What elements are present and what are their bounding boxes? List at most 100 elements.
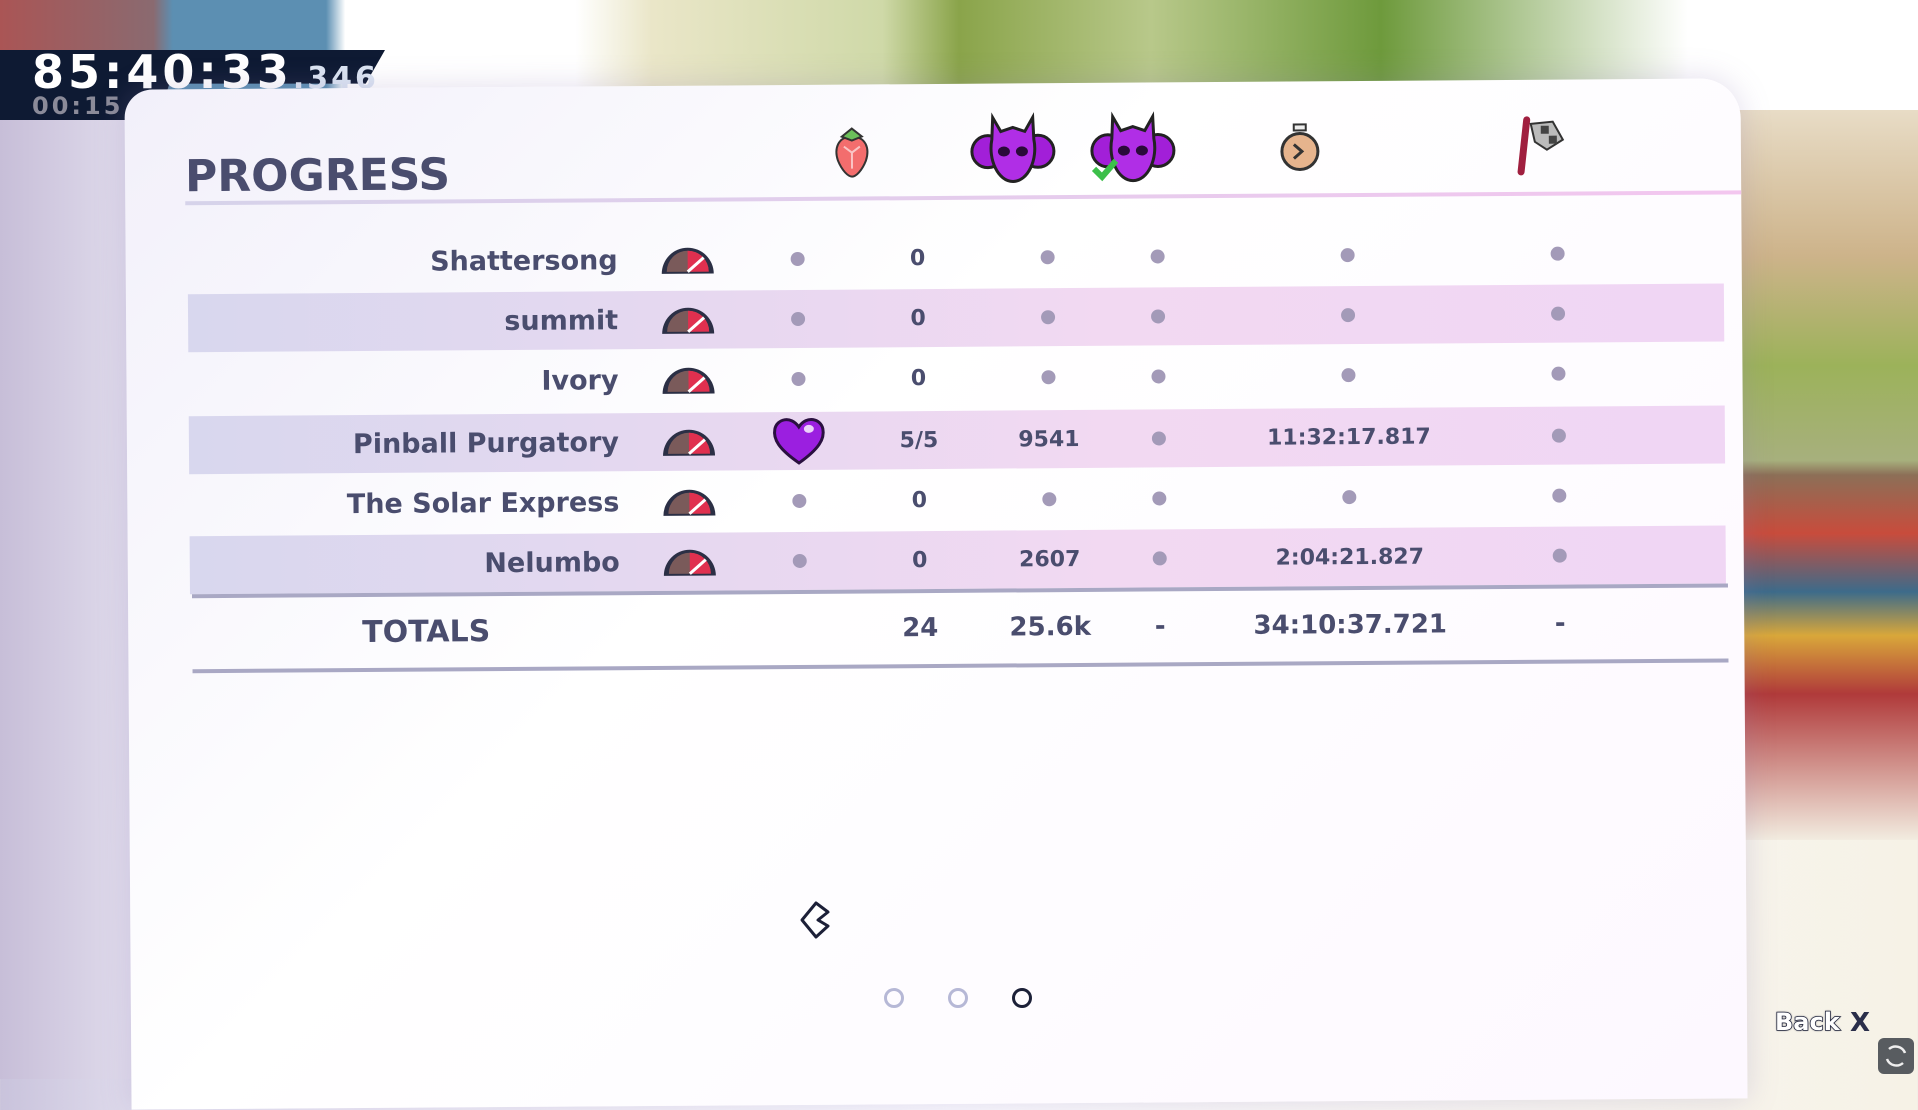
cell-deaths: 2607 xyxy=(1019,546,1081,572)
cell-strawberries: 0 xyxy=(910,305,926,331)
empty-dot xyxy=(1041,310,1056,325)
cell-strawberries: 0 xyxy=(912,547,928,573)
page-title: PROGRESS xyxy=(184,149,451,203)
cell-time xyxy=(1247,225,1447,284)
difficulty-gauge-icon xyxy=(649,412,729,471)
empty-dot xyxy=(1151,431,1166,446)
deathless-skull-check-icon xyxy=(1088,111,1178,183)
empty-dot xyxy=(1341,368,1356,383)
empty-dot xyxy=(1152,551,1167,566)
cell-time xyxy=(1248,285,1448,344)
cell-flag xyxy=(1528,344,1588,402)
difficulty-gauge-icon xyxy=(648,350,728,409)
chapter-name: Nelumbo xyxy=(484,546,620,579)
totals-deaths: 25.6k xyxy=(1009,611,1092,643)
chapter-name: Shattersong xyxy=(430,244,618,278)
chapter-name: The Solar Express xyxy=(346,486,620,520)
empty-dot xyxy=(1551,306,1566,321)
difficulty-gauge-icon xyxy=(649,472,729,531)
cell-deathless xyxy=(1127,227,1187,285)
cell-deaths xyxy=(987,228,1107,287)
cell-time: 11:32:17.817 xyxy=(1266,424,1431,451)
prev-page-button[interactable] xyxy=(798,900,832,940)
empty-dot xyxy=(1340,248,1355,263)
cell-time xyxy=(1249,467,1449,526)
chapter-name: Ivory xyxy=(541,364,619,397)
empty-dot xyxy=(1042,492,1057,507)
table-row[interactable]: Pinball Purgatory 5/5 9541 11:32:17.817 xyxy=(188,405,1726,475)
cell-strawberries: 5/5 xyxy=(899,427,939,453)
empty-dot xyxy=(1040,250,1055,265)
page-indicator xyxy=(884,988,1032,1008)
totals-bottom-divider xyxy=(192,658,1729,674)
cell-strawberries: 0 xyxy=(911,487,928,513)
table-row[interactable]: Shattersong 0 xyxy=(187,223,1723,292)
cell-time xyxy=(1248,345,1448,404)
cell-flag xyxy=(1530,526,1590,584)
empty-dot xyxy=(1551,428,1566,443)
table-row[interactable]: Nelumbo 0 2607 2:04:21.827 xyxy=(189,525,1726,595)
table-row[interactable]: Ivory 0 xyxy=(188,343,1724,412)
totals-label: TOTALS xyxy=(362,613,491,650)
cell-time: 2:04:21.827 xyxy=(1275,544,1425,571)
cell-deathless xyxy=(1128,347,1188,405)
empty-dot xyxy=(1551,366,1566,381)
heart-slot xyxy=(757,230,837,289)
cell-deathless xyxy=(1129,469,1189,527)
empty-dot xyxy=(1341,308,1356,323)
table-row[interactable]: summit 0 xyxy=(187,283,1725,353)
cell-deathless xyxy=(1128,287,1188,345)
rotate-icon xyxy=(1878,1038,1914,1074)
heart-icon xyxy=(759,412,839,471)
cell-deaths: 9541 xyxy=(1018,426,1080,452)
strawberry-icon xyxy=(822,120,882,180)
page-dot-3[interactable] xyxy=(1012,988,1032,1008)
cell-deaths xyxy=(988,348,1108,407)
heart-slot xyxy=(758,290,838,349)
empty-dot xyxy=(1041,370,1056,385)
progress-panel: PROGRESS Shattersong 0 summit 0 Ivory 0 Pinbal… xyxy=(124,78,1748,1110)
difficulty-gauge-icon xyxy=(650,532,730,591)
totals-deathless: - xyxy=(1154,611,1166,642)
cell-flag xyxy=(1529,406,1589,464)
totals-time: 34:10:37.721 xyxy=(1253,609,1448,641)
empty-dot xyxy=(1552,488,1567,503)
chapter-timer: 00:15 xyxy=(32,92,124,120)
empty-dot xyxy=(1151,369,1166,384)
empty-dot xyxy=(792,493,807,509)
cell-flag xyxy=(1529,466,1589,524)
difficulty-gauge-icon xyxy=(648,290,728,349)
cell-flag xyxy=(1527,224,1587,282)
empty-dot xyxy=(790,251,805,267)
chapter-name: Pinball Purgatory xyxy=(352,426,620,460)
empty-dot xyxy=(792,553,807,568)
cell-deathless xyxy=(1129,409,1189,467)
cell-flag xyxy=(1528,284,1588,342)
cell-strawberries: 0 xyxy=(910,365,927,391)
cell-deaths xyxy=(988,288,1108,347)
background-scenery-right xyxy=(1738,110,1918,840)
stopwatch-icon xyxy=(1270,117,1330,177)
cell-strawberries: 0 xyxy=(909,245,926,271)
checkered-flag-icon xyxy=(1510,116,1570,176)
deaths-skull-icon xyxy=(968,112,1058,183)
difficulty-gauge-icon xyxy=(647,230,727,289)
cell-deathless xyxy=(1130,529,1190,587)
cell-deaths xyxy=(989,470,1109,529)
page-dot-2[interactable] xyxy=(948,988,968,1008)
empty-dot xyxy=(1342,490,1357,505)
back-button[interactable]: Back xyxy=(1774,1007,1840,1037)
empty-dot xyxy=(1152,491,1167,506)
empty-dot xyxy=(1550,246,1565,261)
page-dot-1[interactable] xyxy=(884,988,904,1008)
empty-dot xyxy=(1150,249,1165,264)
empty-dot xyxy=(1552,548,1567,563)
empty-dot xyxy=(791,371,806,387)
empty-dot xyxy=(791,311,806,327)
totals-row: TOTALS 24 25.6k - 34:10:37.721 - xyxy=(190,593,1726,662)
totals-flag: - xyxy=(1554,608,1566,639)
table-row[interactable]: The Solar Express 0 xyxy=(189,465,1725,534)
empty-dot xyxy=(1151,309,1166,324)
heart-slot xyxy=(760,532,840,591)
chapter-name: summit xyxy=(504,304,619,337)
